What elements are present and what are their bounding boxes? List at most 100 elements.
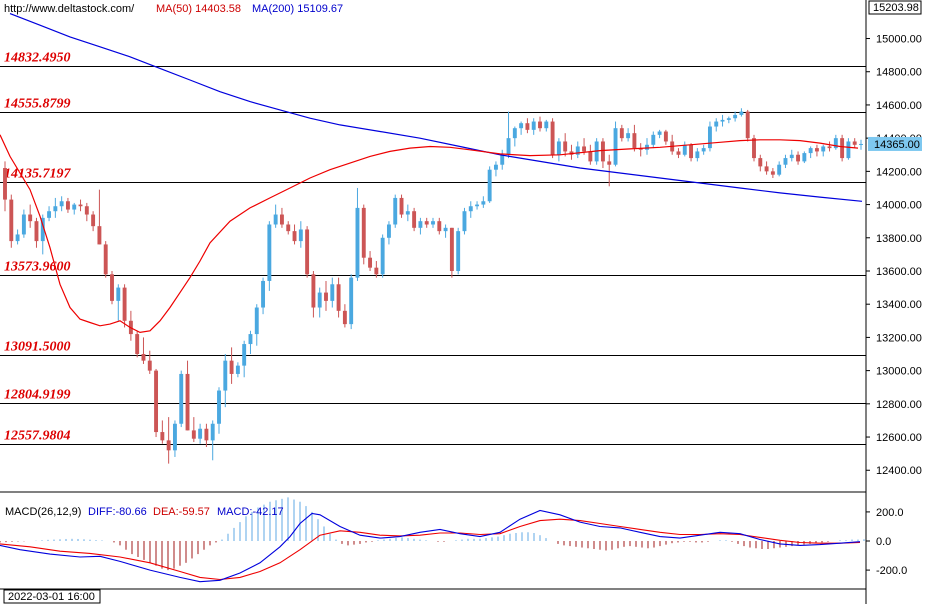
price-tick-label: 12800.00 (876, 399, 922, 411)
macd-dea-value: DEA:-59.57 (153, 506, 210, 518)
bull-candle-body (821, 146, 826, 152)
price-tick-label: 13600.00 (876, 266, 922, 278)
bear-candle-body (840, 138, 845, 159)
bull-candle-body (317, 292, 322, 308)
bull-candle-body (179, 373, 184, 424)
bull-candle-body (235, 365, 240, 374)
ma200-line (9, 13, 863, 202)
bear-candle-body (135, 334, 140, 355)
bull-candle-body (481, 201, 486, 205)
bear-candle-body (84, 206, 89, 215)
bear-candle-body (166, 440, 171, 451)
bear-candle-body (34, 221, 39, 242)
bear-candle-body (663, 131, 668, 142)
bull-candle-body (695, 151, 700, 159)
bear-candle-body (374, 267, 379, 275)
bull-candle-body (456, 231, 461, 271)
bull-candle-body (475, 204, 480, 207)
bear-candle-body (110, 274, 114, 301)
bull-candle-body (651, 134, 656, 145)
date-label: 2022-03-01 16:00 (8, 591, 95, 603)
bear-candle-body (368, 257, 373, 268)
price-tick-label: 12400.00 (876, 465, 922, 477)
ma200-value: 15109.67 (297, 3, 344, 15)
bull-candle-body (267, 224, 272, 281)
bear-candle-body (191, 430, 196, 439)
level-label: 13091.5000 (4, 340, 71, 355)
bear-candle-body (311, 274, 316, 308)
source-url[interactable]: http://www.deltastock.com/ (4, 3, 135, 15)
bull-candle-body (462, 211, 467, 232)
bear-candle-body (286, 224, 291, 232)
macd-title: MACD(26,12,9) (5, 506, 82, 518)
date-label-box (3, 589, 101, 604)
bear-candle-body (122, 287, 127, 321)
level-label: 12557.9804 (4, 429, 71, 444)
bull-candle-body (298, 229, 303, 242)
ma200-label: MA(200) (252, 3, 295, 15)
macd-diff-line (0, 509, 861, 583)
bull-candle-body (783, 158, 788, 165)
bull-candle-body (393, 197, 398, 225)
bull-candle-body (217, 390, 221, 424)
bear-candle-body (550, 121, 555, 155)
bull-candle-body (777, 164, 782, 175)
bear-candle-body (619, 128, 624, 139)
bull-candle-body (846, 141, 851, 159)
bull-candle-body (172, 423, 177, 451)
bear-candle-body (305, 229, 310, 275)
bull-candle-body (261, 280, 266, 308)
candles (3, 108, 863, 464)
bull-candle-body (682, 144, 687, 155)
bull-candle-body (405, 211, 410, 215)
bull-candle-body (349, 277, 354, 325)
bull-candle-body (254, 307, 259, 335)
bear-candle-body (538, 121, 542, 129)
bear-candle-body (582, 146, 587, 152)
bear-candle-body (814, 148, 819, 152)
bull-candle-body (418, 221, 423, 228)
bear-candle-body (3, 168, 7, 200)
bull-candle-body (468, 206, 473, 212)
bear-candle-body (752, 138, 756, 159)
bear-candle-body (91, 214, 96, 227)
bull-candle-body (47, 211, 52, 218)
ma50-label: MA(50) (156, 3, 193, 15)
bear-candle-body (9, 199, 14, 242)
bull-candle-body (248, 334, 253, 345)
bear-candle-body (607, 161, 612, 165)
bull-candle-body (487, 169, 492, 202)
bull-candle-body (500, 154, 505, 165)
price-tick-label: 13200.00 (876, 332, 922, 344)
price-tick-label: 14200.00 (876, 166, 922, 178)
ma200-legend: MA(200) 15109.67 (252, 3, 343, 15)
bear-candle-body (638, 148, 643, 150)
current-price: 14365.00 (874, 139, 920, 151)
level-label: 13573.9600 (4, 260, 71, 275)
bull-candle-body (714, 121, 719, 127)
bull-candle-body (859, 143, 863, 145)
bull-candle-body (707, 126, 712, 149)
bear-candle-body (154, 370, 159, 433)
bear-candle-body (185, 373, 190, 431)
bear-candle-body (764, 166, 769, 172)
macd-diff-value: DIFF:-80.66 (88, 506, 147, 518)
ma50-value: 14403.58 (195, 3, 242, 15)
bear-candle-body (279, 214, 284, 225)
bull-candle-body (72, 204, 77, 210)
bear-candle-body (632, 133, 637, 149)
bull-candle-body (512, 128, 517, 139)
level-label: 14135.7197 (4, 167, 72, 182)
bear-candle-body (758, 158, 763, 167)
macd-panel: 200.0 0.0 -200.0 (0, 497, 907, 583)
macd-tick-label: 0.0 (876, 536, 891, 548)
bear-candle-body (424, 221, 429, 225)
bull-candle-body (575, 146, 580, 155)
price-tick-label: 13000.00 (876, 366, 922, 378)
bear-candle-body (141, 354, 146, 361)
bear-candle-body (588, 151, 593, 162)
bull-candle-body (355, 207, 360, 278)
price-tick-label: 14800.00 (876, 67, 922, 79)
